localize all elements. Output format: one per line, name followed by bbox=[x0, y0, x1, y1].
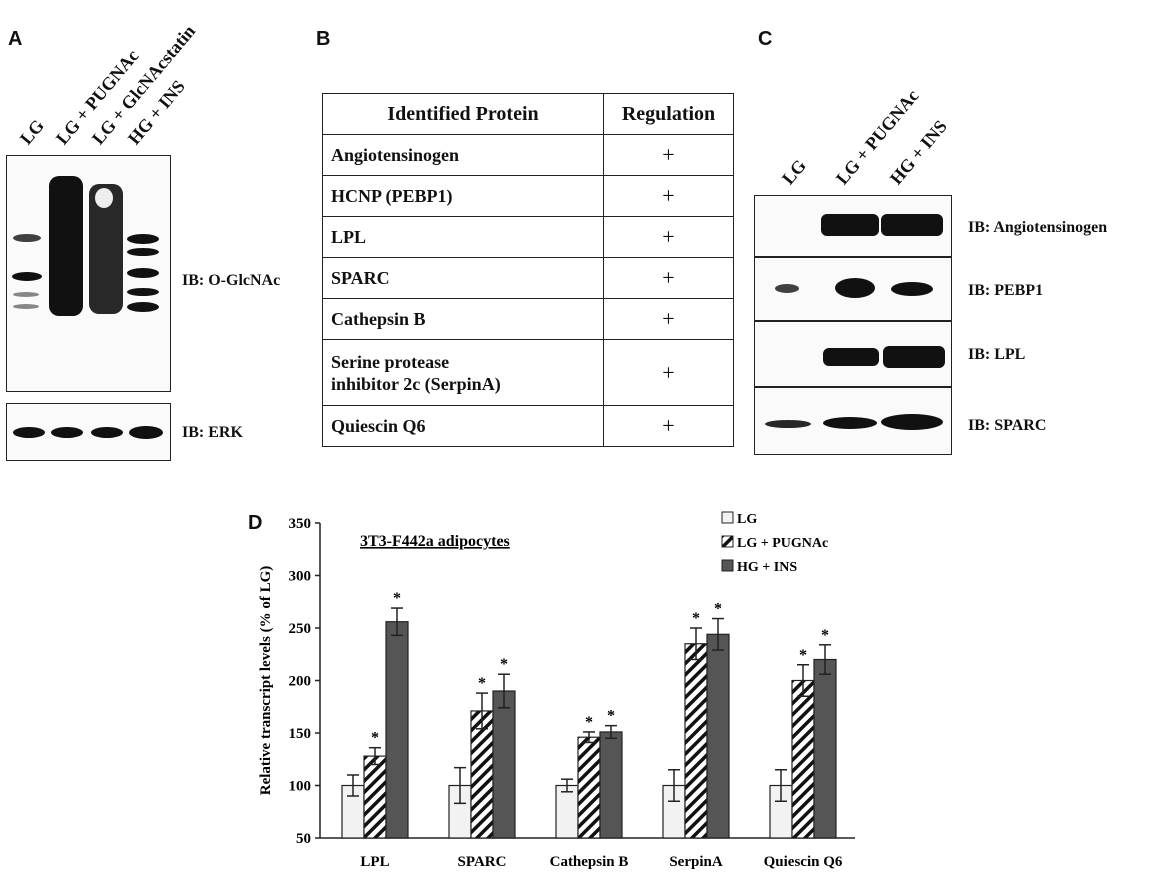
regulation-cell: + bbox=[603, 298, 734, 340]
significance-marker: * bbox=[371, 730, 379, 747]
x-tick-label: SerpinA bbox=[669, 854, 723, 870]
bar-lpl-1 bbox=[363, 755, 387, 839]
protein-cell: LPL bbox=[322, 216, 604, 258]
table-row: Quiescin Q6 + bbox=[322, 405, 734, 447]
angiotensinogen-blot bbox=[754, 195, 952, 257]
protein-cell: Cathepsin B bbox=[322, 298, 604, 340]
y-tick-label: 300 bbox=[289, 569, 312, 585]
legend-swatch bbox=[721, 559, 734, 572]
ib-sparc-label: IB: SPARC bbox=[968, 417, 1047, 434]
significance-marker: * bbox=[478, 675, 486, 692]
pebp1-blot bbox=[754, 257, 952, 321]
identified-protein-table: Identified Protein Regulation Angiotensi… bbox=[322, 93, 734, 447]
regulation-cell: + bbox=[603, 339, 734, 406]
bar-serpina-1 bbox=[684, 643, 708, 839]
bar-cathepsin-b-2 bbox=[599, 731, 623, 839]
legend-swatch bbox=[721, 511, 734, 524]
regulation-cell: + bbox=[603, 175, 734, 217]
ib-o-glcnac-label: IB: O-GlcNAc bbox=[182, 272, 281, 289]
erk-blot bbox=[6, 403, 171, 461]
ib-pebp1-label: IB: PEBP1 bbox=[968, 282, 1044, 299]
table-row: SPARC + bbox=[322, 257, 734, 299]
y-tick-label: 50 bbox=[296, 831, 311, 847]
legend-entry: LG bbox=[737, 512, 757, 527]
regulation-cell: + bbox=[603, 257, 734, 299]
table-row: LPL + bbox=[322, 216, 734, 258]
protein-cell: Quiescin Q6 bbox=[322, 405, 604, 447]
legend-swatch bbox=[721, 535, 734, 548]
protein-line: Serine protease bbox=[331, 351, 450, 372]
o-glcnac-blot bbox=[6, 155, 171, 392]
table-row: Cathepsin B + bbox=[322, 298, 734, 340]
x-tick-label: LPL bbox=[360, 854, 389, 870]
significance-marker: * bbox=[714, 601, 722, 618]
ib-angiotensinogen-label: IB: Angiotensinogen bbox=[968, 219, 1108, 236]
protein-cell: HCNP (PEBP1) bbox=[322, 175, 604, 217]
bar-cathepsin-b-0 bbox=[555, 784, 579, 839]
panel-label-c: C bbox=[758, 28, 773, 50]
y-tick-label: 100 bbox=[289, 779, 312, 795]
y-axis-label: Relative transcript levels (% of LG) bbox=[258, 566, 274, 796]
significance-marker: * bbox=[821, 627, 829, 644]
protein-cell: Serine protease inhibitor 2c (SerpinA) bbox=[322, 339, 604, 406]
x-tick-label: Cathepsin B bbox=[550, 854, 629, 870]
bar-sparc-1 bbox=[470, 710, 494, 839]
significance-marker: * bbox=[799, 647, 807, 664]
regulation-cell: + bbox=[603, 405, 734, 447]
table-row: Serine protease inhibitor 2c (SerpinA) + bbox=[322, 339, 734, 406]
panel-label-d: D bbox=[248, 512, 263, 534]
bar-quiescin-q6-2 bbox=[813, 658, 837, 839]
regulation-cell: + bbox=[603, 216, 734, 258]
bar-serpina-2 bbox=[706, 633, 730, 839]
bar-lpl-2 bbox=[385, 621, 409, 839]
bar-quiescin-q6-1 bbox=[791, 679, 815, 839]
panel-label-b: B bbox=[316, 28, 331, 50]
significance-marker: * bbox=[692, 610, 700, 627]
header-identified-protein: Identified Protein bbox=[322, 93, 604, 135]
sparc-blot bbox=[754, 387, 952, 455]
legend-entry: LG + PUGNAc bbox=[737, 536, 828, 551]
significance-marker: * bbox=[585, 714, 593, 731]
significance-marker: * bbox=[393, 590, 401, 607]
protein-line: inhibitor 2c (SerpinA) bbox=[331, 373, 501, 394]
y-tick-label: 350 bbox=[289, 516, 312, 532]
y-tick-label: 200 bbox=[289, 674, 312, 690]
significance-marker: * bbox=[500, 656, 508, 673]
ib-lpl-label: IB: LPL bbox=[968, 346, 1026, 363]
regulation-cell: + bbox=[603, 134, 734, 176]
x-tick-label: Quiescin Q6 bbox=[764, 854, 843, 870]
y-tick-label: 150 bbox=[289, 726, 312, 742]
panel-label-a: A bbox=[8, 28, 23, 50]
protein-cell: SPARC bbox=[322, 257, 604, 299]
table-row: HCNP (PEBP1) + bbox=[322, 175, 734, 217]
y-tick-label: 250 bbox=[289, 621, 312, 637]
bar-cathepsin-b-1 bbox=[577, 736, 601, 839]
significance-marker: * bbox=[607, 708, 615, 725]
x-tick-label: SPARC bbox=[458, 854, 507, 870]
lpl-blot bbox=[754, 321, 952, 387]
ib-erk-label: IB: ERK bbox=[182, 424, 243, 441]
bar-sparc-2 bbox=[492, 690, 516, 839]
chart-title: 3T3-F442a adipocytes bbox=[360, 533, 510, 550]
legend-entry: HG + INS bbox=[737, 560, 797, 575]
